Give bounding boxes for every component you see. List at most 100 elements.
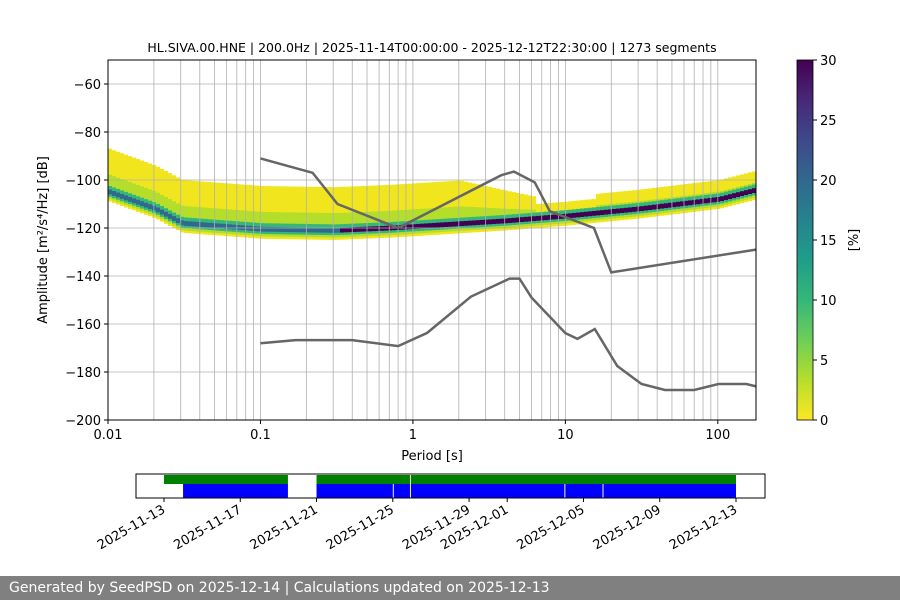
heat-cell: [532, 216, 536, 222]
heat-cell: [688, 200, 692, 206]
heat-cell: [112, 191, 116, 196]
heat-cell: [352, 227, 356, 232]
nlnm-curve: [260, 277, 757, 392]
ppsd-chart: HL.SIVA.00.HNE | 200.0Hz | 2025-11-14T00…: [36, 40, 862, 553]
heat-cell: [468, 220, 472, 226]
heat-cell: [664, 203, 668, 209]
heat-cell: [128, 196, 132, 202]
colorbar-tick-label: 10: [820, 294, 837, 309]
heat-cell: [208, 222, 212, 228]
heat-cell: [332, 227, 336, 233]
heat-cell: [704, 198, 708, 204]
x-tick-label: 100: [705, 428, 730, 443]
heat-cell: [376, 226, 380, 231]
heat-cell: [364, 226, 368, 232]
colorbar-tick-label: 5: [820, 354, 828, 369]
heat-cell: [592, 210, 596, 216]
heat-cell: [300, 227, 304, 233]
heat-cell: [184, 221, 188, 226]
heat-cell: [480, 219, 484, 225]
heat-cell: [528, 216, 532, 222]
y-tick-label: −120: [65, 222, 101, 237]
heat-cell: [252, 226, 256, 231]
heat-cell: [496, 218, 500, 224]
heat-cell: [708, 197, 712, 203]
heat-cell: [108, 189, 112, 195]
heat-cell: [344, 227, 348, 233]
heat-cell: [188, 221, 192, 227]
coverage-bar-green: [164, 475, 288, 484]
heat-cell: [552, 214, 556, 220]
timeline-tick-label: 2025-12-13: [667, 502, 740, 553]
heat-cell: [464, 220, 468, 226]
heat-cell: [416, 223, 420, 229]
coverage-bar-blue: [183, 484, 288, 498]
heat-cell: [580, 212, 584, 217]
heat-cell: [296, 227, 300, 233]
heat-cell: [228, 224, 232, 230]
x-tick-label: 0.1: [250, 428, 271, 443]
heat-cell: [408, 224, 412, 230]
heat-cell: [472, 220, 476, 226]
plot-frame: [107, 59, 757, 421]
colorbar-gradient: [796, 59, 814, 421]
grid: [107, 60, 756, 421]
heat-cell: [456, 221, 460, 227]
y-tick-label: −140: [65, 270, 101, 285]
colorbar-label: [%]: [847, 229, 862, 252]
nhnm-curve: [260, 157, 757, 274]
heat-cell: [292, 227, 296, 233]
heat-cell: [632, 207, 636, 212]
colorbar-tick-label: 0: [820, 414, 828, 429]
heat-cell: [568, 213, 572, 219]
y-tick-label: −180: [65, 366, 101, 381]
heat-cell: [340, 227, 344, 233]
heat-cell: [572, 212, 576, 218]
heat-cell: [752, 188, 756, 194]
coverage-bar-blue: [565, 484, 603, 498]
heat-cell: [160, 209, 164, 215]
heat-cell: [720, 196, 724, 202]
heat-cell: [368, 226, 372, 232]
colorbar: 0 5 10 15 20 25 30: [796, 54, 837, 429]
heat-cell: [356, 227, 360, 232]
chart-title: HL.SIVA.00.HNE | 200.0Hz | 2025-11-14T00…: [147, 40, 716, 55]
heat-cell: [492, 219, 496, 224]
heat-cell: [616, 208, 620, 214]
heat-cell: [232, 224, 236, 230]
heat-cell: [148, 204, 152, 210]
heat-cell: [548, 214, 552, 220]
heat-cell: [732, 193, 736, 199]
heat-cell: [316, 227, 320, 233]
heat-cell: [256, 226, 260, 232]
colorbar-tick-label: 15: [820, 234, 837, 249]
x-tick-label: 0.01: [94, 428, 123, 443]
heat-cell: [224, 224, 228, 229]
coverage-bar-blue: [316, 484, 393, 498]
heat-cell: [584, 211, 588, 217]
coverage-bar-blue: [603, 484, 736, 498]
heat-cell: [736, 192, 740, 198]
heat-cell: [288, 227, 292, 233]
heat-cell: [140, 201, 144, 207]
heat-cell: [372, 226, 376, 232]
heat-cell: [696, 199, 700, 205]
heat-cell: [596, 210, 600, 216]
heat-cell: [268, 226, 272, 232]
heat-cell: [204, 222, 208, 228]
heat-cell: [324, 227, 328, 233]
heat-cell: [280, 227, 284, 232]
heat-cell: [544, 215, 548, 221]
heat-cell: [432, 222, 436, 228]
heat-cell: [684, 200, 688, 206]
colorbar-tick-label: 20: [820, 174, 837, 189]
heat-cell: [276, 227, 280, 232]
heat-cell: [264, 226, 268, 232]
heat-cell: [116, 192, 120, 198]
heat-cell: [308, 227, 312, 233]
timeline-frame: [135, 473, 766, 499]
heat-cell: [536, 215, 540, 221]
heat-cell: [576, 212, 580, 218]
heat-cell: [612, 208, 616, 214]
colorbar-tick-label: 30: [820, 54, 837, 69]
